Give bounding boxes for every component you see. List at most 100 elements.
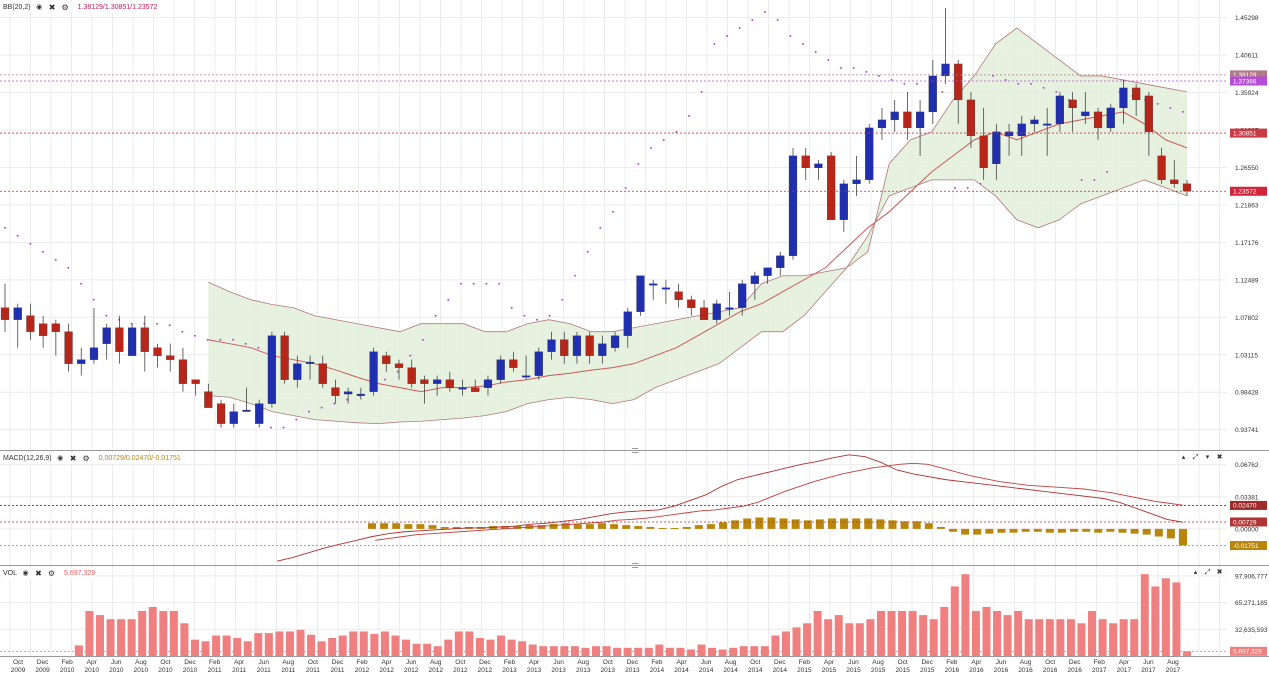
macd-line (276, 454, 1184, 562)
candle-body (153, 347, 162, 356)
candle-body (814, 163, 823, 169)
candle-body (51, 323, 60, 332)
volume-chart[interactable]: 97,906,777 65,271,185 32,635,593 5,697,329 (0, 566, 1269, 656)
candle-body (471, 387, 480, 392)
macd-chart[interactable]: 0.06762 0.03381 0.00000 0.02470 0.00729 -0.01… (0, 451, 1269, 565)
volume-bar (866, 619, 875, 656)
gear-icon[interactable]: ⚙ (47, 569, 56, 578)
sar-dot (257, 346, 260, 349)
macd-level-tag-text: 0.02470 (1233, 503, 1257, 510)
time-axis-label: Dec 2011 (330, 659, 345, 674)
volume-bar (1130, 619, 1139, 656)
macd-histogram-bar (1009, 528, 1018, 533)
macd-histogram-bar (876, 519, 885, 529)
sar-dot (156, 322, 158, 325)
close-icon[interactable]: ✖ (1216, 569, 1223, 576)
price-chart[interactable]: 1.452981.406111.359241.312371.265501.218… (0, 0, 1269, 450)
sar-dot (1156, 102, 1159, 105)
volume-bar (602, 646, 611, 656)
time-axis-label: Jun 2017 (1141, 659, 1156, 674)
expand-icon[interactable]: ⤢ (1192, 454, 1199, 461)
macd-histogram-bar (634, 526, 643, 529)
volume-bar (676, 647, 685, 656)
candle-body (750, 275, 759, 284)
price-tick-label: 1.35924 (1235, 90, 1259, 97)
candle-body (1043, 123, 1052, 126)
sar-dot (206, 338, 209, 341)
volume-bar (243, 641, 252, 656)
volume-bar (1024, 619, 1033, 656)
close-icon[interactable]: ✖ (35, 569, 42, 578)
candle (1030, 115, 1039, 132)
time-axis-label: Oct 2012 (453, 659, 468, 674)
volume-bar (929, 619, 938, 656)
macd-histogram-bar (585, 524, 594, 529)
candle (966, 91, 976, 148)
volume-bar (1003, 615, 1012, 656)
macd-histogram-bar (1021, 528, 1030, 532)
candle (64, 323, 73, 372)
candle-body (585, 335, 594, 356)
volume-bar (275, 631, 284, 656)
volume-pane[interactable]: 97,906,777 65,271,185 32,635,593 5,697,329 … (0, 563, 1269, 657)
candle-body (242, 409, 251, 412)
macd-histogram-bar (985, 528, 994, 534)
volume-bar (317, 641, 326, 656)
close-icon[interactable]: ✖ (69, 454, 77, 463)
eye-icon[interactable]: ◉ (57, 455, 64, 462)
eye-icon[interactable]: ◉ (36, 4, 43, 11)
candle (547, 331, 556, 360)
gear-icon[interactable]: ⚙ (82, 454, 90, 463)
volume-bar (1098, 619, 1107, 656)
close-icon[interactable]: ✖ (48, 3, 56, 12)
volume-bar (1172, 582, 1181, 656)
volume-bar (349, 631, 358, 656)
volume-bar (750, 646, 759, 656)
macd-histogram-bar (1094, 528, 1103, 533)
time-axis-label: Dec 2015 (920, 659, 935, 674)
candle-body (979, 135, 988, 169)
gear-icon[interactable]: ⚙ (61, 3, 69, 12)
candle (204, 383, 213, 408)
candle (128, 323, 137, 356)
candle-body (496, 359, 505, 380)
macd-histogram-bar (610, 524, 619, 529)
macd-histogram-bar (791, 519, 800, 529)
expand-icon[interactable]: ⤢ (1204, 569, 1211, 576)
sar-dot (244, 342, 247, 345)
volume-bar (74, 645, 83, 656)
candle-body (433, 379, 442, 384)
macd-histogram-bar (658, 527, 667, 529)
sar-dot (270, 426, 272, 429)
candle-body (839, 183, 848, 220)
candle (725, 291, 734, 316)
pane-resize-handle[interactable] (632, 563, 638, 568)
volume-bar (665, 647, 674, 656)
sar-dot (460, 282, 462, 285)
eye-icon[interactable]: ◉ (22, 570, 29, 577)
macd-histogram-bar (949, 528, 958, 532)
candle (26, 303, 35, 340)
move-up-icon[interactable]: ▴ (1193, 569, 1198, 576)
pane-resize-handle[interactable] (632, 448, 638, 453)
candle (255, 399, 264, 428)
macd-histogram-bar (622, 525, 631, 529)
price-pane[interactable]: 1.452981.406111.359241.312371.265501.218… (0, 0, 1269, 451)
candle-body (598, 343, 607, 356)
close-icon[interactable]: ✖ (1216, 454, 1223, 461)
volume-bar (423, 643, 432, 656)
sar-dot (1030, 82, 1032, 85)
volume-bar (708, 647, 717, 656)
macd-pane[interactable]: 0.06762 0.03381 0.00000 0.02470 0.00729 -0.01… (0, 448, 1269, 566)
move-up-icon[interactable]: ▴ (1181, 454, 1186, 461)
vol-values: 5,697,329 (64, 570, 96, 577)
candle-body (1132, 87, 1141, 101)
candle (699, 299, 709, 320)
candle (763, 267, 772, 284)
candle (1106, 103, 1115, 132)
move-down-icon[interactable]: ▾ (1205, 454, 1210, 461)
volume-bar (454, 631, 463, 656)
macd-histogram-bar (900, 521, 909, 529)
candle-body (191, 379, 200, 384)
volume-bar (148, 606, 157, 656)
